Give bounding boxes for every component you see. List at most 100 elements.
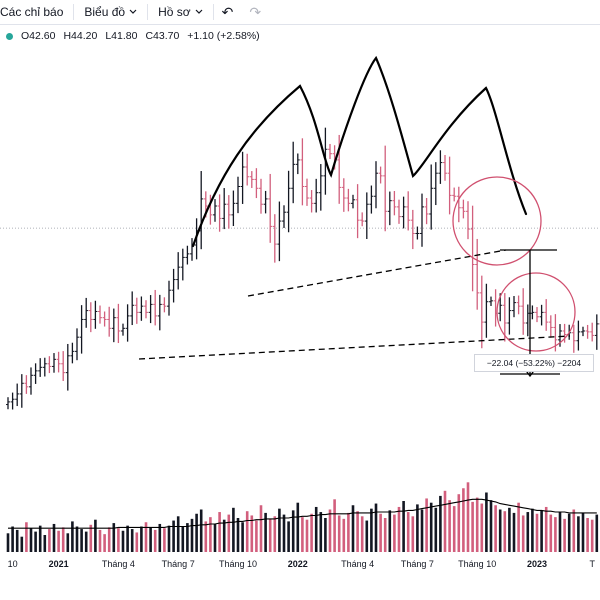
volume-bar	[149, 527, 152, 552]
volume-bar	[360, 516, 364, 552]
volume-bar	[498, 509, 502, 552]
candle	[70, 342, 75, 364]
candle	[305, 178, 309, 206]
candle	[254, 168, 259, 199]
candle	[171, 268, 176, 303]
candle	[470, 205, 475, 292]
chart-menu-button[interactable]: Biểu đồ	[74, 0, 147, 24]
candle	[397, 199, 401, 224]
candle	[475, 238, 480, 310]
candle	[282, 205, 286, 228]
candle	[98, 305, 102, 324]
volume-bar	[52, 523, 56, 552]
volume-bar	[264, 512, 267, 552]
volume-bar	[563, 518, 566, 552]
volume-bar	[535, 513, 539, 552]
candle	[401, 196, 406, 229]
indicators-button[interactable]: Các chỉ báo	[0, 0, 73, 24]
volume-bar	[586, 518, 589, 552]
volume-bar	[34, 531, 37, 552]
volume-bar	[287, 521, 290, 552]
volume-bar	[420, 509, 424, 552]
volume-bar	[250, 515, 254, 552]
volume-bar	[66, 533, 70, 552]
volume-bars	[6, 482, 599, 552]
candle	[153, 289, 158, 326]
candles	[6, 127, 600, 410]
volume-bar	[89, 524, 93, 552]
x-tick-label: T	[589, 559, 595, 569]
volume-bar	[365, 520, 369, 552]
x-tick-label: 2021	[48, 559, 69, 569]
candle	[268, 173, 273, 243]
volume-bar	[333, 499, 336, 552]
candle	[231, 190, 236, 227]
volume-bar	[20, 536, 24, 552]
x-tick-label: 2023	[526, 559, 548, 569]
volume-bar	[411, 516, 415, 552]
volume-bar	[356, 511, 359, 552]
candle	[176, 252, 181, 290]
volume-bar	[195, 513, 198, 552]
volume-bar	[314, 506, 318, 552]
volume-bar	[25, 522, 28, 552]
volume-bar	[370, 508, 373, 552]
x-tick-label: Tháng 10	[458, 559, 497, 569]
volume-bar	[273, 516, 277, 552]
volume-bar	[416, 504, 419, 552]
volume-bar	[448, 500, 451, 552]
ohlc-legend: O42.60 H44.20 L41.80 C43.70 +1.10 (+2.58…	[6, 30, 260, 42]
undo-icon[interactable]: ↶	[221, 3, 234, 20]
candle	[245, 153, 250, 186]
x-tick-label: Tháng 4	[341, 559, 375, 569]
volume-bar	[310, 513, 313, 552]
chart-menu-label: Biểu đồ	[84, 5, 126, 19]
volume-bar	[236, 518, 240, 552]
volume-bar	[337, 515, 341, 552]
candle	[530, 305, 535, 320]
ohlc-low: L41.80	[105, 30, 138, 42]
volume-bar	[80, 529, 83, 552]
candle	[65, 343, 70, 391]
candle	[456, 186, 461, 223]
measure-label: −22.04 (−53.22%) −2204	[474, 354, 594, 372]
volume-bar	[374, 503, 378, 552]
volume-bar	[462, 488, 465, 552]
volume-bar	[480, 503, 484, 552]
volume-bar	[158, 523, 162, 552]
volume-bar	[190, 518, 194, 552]
volume-bar	[328, 509, 332, 552]
candle	[406, 191, 411, 231]
volume-bar	[296, 502, 300, 552]
volume-bar	[457, 494, 461, 552]
x-tick-label: Tháng 10	[218, 559, 258, 569]
ohlc-open: O42.60	[21, 30, 56, 42]
candle	[466, 201, 470, 240]
candle	[489, 296, 493, 306]
volume-bar	[402, 501, 405, 552]
candle	[433, 162, 438, 206]
candle	[93, 300, 98, 329]
redo-icon[interactable]: ↷	[249, 3, 262, 20]
candle	[539, 304, 544, 326]
candle	[576, 320, 581, 351]
volume-bar	[167, 525, 171, 552]
candle	[360, 212, 365, 227]
volume-bar	[232, 507, 235, 552]
x-tick-label: 2022	[287, 559, 308, 569]
candle	[544, 299, 549, 331]
volume-bar	[57, 530, 60, 552]
chevron-down-icon	[195, 9, 203, 14]
volume-bar	[43, 535, 47, 552]
candle	[226, 195, 231, 229]
candle	[378, 166, 383, 184]
candle	[369, 185, 374, 214]
volume-bar	[29, 528, 33, 552]
profile-menu-button[interactable]: Hồ sơ	[148, 0, 213, 24]
candle	[42, 357, 47, 377]
volume-bar	[558, 512, 562, 552]
candle	[479, 275, 484, 349]
candle	[190, 238, 194, 261]
volume-bar	[98, 529, 102, 552]
